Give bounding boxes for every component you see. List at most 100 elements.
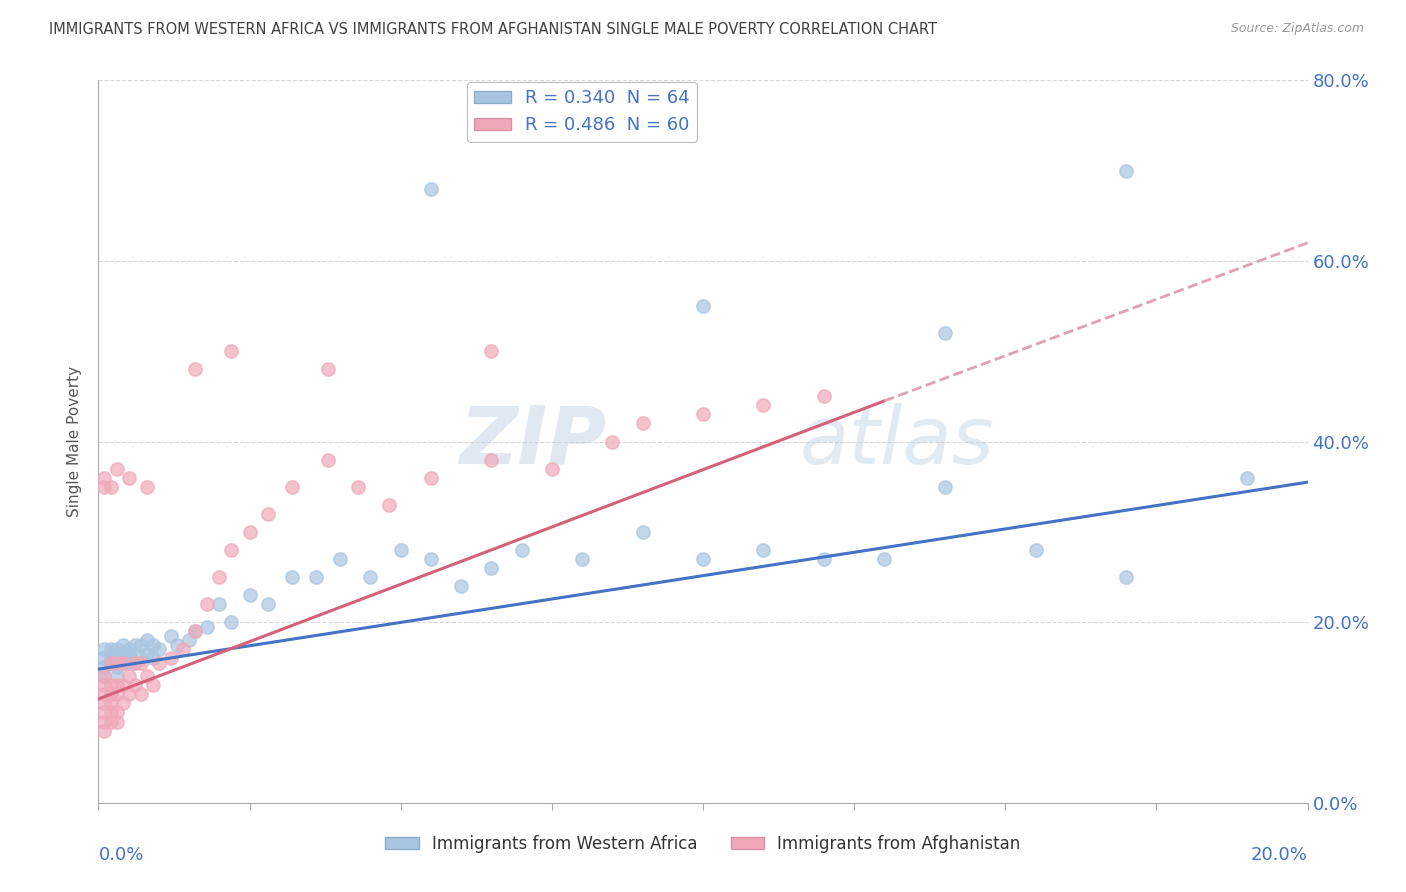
Point — [934, 480, 956, 494]
Point — [93, 669, 115, 683]
Point — [105, 714, 128, 729]
Point — [129, 651, 152, 665]
Point — [481, 561, 503, 575]
Point — [100, 687, 122, 701]
Point — [481, 452, 503, 467]
Point — [100, 656, 122, 670]
Point — [111, 697, 134, 711]
Point — [281, 480, 304, 494]
Point — [1024, 542, 1046, 557]
Point — [179, 633, 201, 648]
Point — [208, 570, 231, 584]
Point — [195, 597, 218, 611]
Point — [105, 706, 128, 720]
Point — [221, 542, 243, 557]
Point — [389, 542, 412, 557]
Point — [934, 326, 956, 340]
Point — [360, 570, 382, 584]
Point — [347, 480, 370, 494]
Point — [105, 669, 128, 683]
Point — [124, 656, 146, 670]
Point — [93, 651, 115, 665]
Point — [172, 642, 194, 657]
Point — [100, 651, 122, 665]
Point — [752, 398, 775, 412]
Point — [105, 651, 128, 665]
Point — [420, 182, 443, 196]
Point — [93, 669, 115, 683]
Point — [100, 656, 122, 670]
Point — [118, 669, 141, 683]
Point — [118, 687, 141, 701]
Point — [100, 647, 122, 661]
Text: Source: ZipAtlas.com: Source: ZipAtlas.com — [1230, 22, 1364, 36]
Point — [281, 570, 304, 584]
Point — [100, 642, 122, 657]
Point — [93, 723, 115, 738]
Point — [118, 471, 141, 485]
Point — [129, 687, 152, 701]
Point — [135, 647, 157, 661]
Point — [148, 656, 170, 670]
Point — [752, 542, 775, 557]
Point — [160, 651, 183, 665]
Point — [481, 344, 503, 359]
Point — [316, 362, 339, 376]
Point — [305, 570, 328, 584]
Point — [105, 660, 128, 674]
Point — [111, 638, 134, 652]
Point — [118, 656, 141, 670]
Point — [602, 434, 624, 449]
Point — [316, 452, 339, 467]
Point — [184, 624, 207, 639]
Text: 20.0%: 20.0% — [1251, 847, 1308, 864]
Point — [873, 552, 896, 566]
Point — [239, 524, 262, 539]
Point — [100, 714, 122, 729]
Point — [166, 638, 188, 652]
Point — [105, 642, 128, 657]
Point — [420, 552, 443, 566]
Point — [208, 597, 231, 611]
Point — [105, 687, 128, 701]
Point — [239, 588, 262, 602]
Legend: Immigrants from Western Africa, Immigrants from Afghanistan: Immigrants from Western Africa, Immigran… — [378, 828, 1028, 860]
Point — [377, 498, 399, 512]
Point — [129, 656, 152, 670]
Point — [105, 656, 128, 670]
Point — [148, 642, 170, 657]
Point — [160, 629, 183, 643]
Point — [105, 678, 128, 692]
Point — [692, 552, 714, 566]
Point — [124, 678, 146, 692]
Point — [93, 706, 115, 720]
Point — [692, 408, 714, 422]
Point — [129, 638, 152, 652]
Point — [184, 624, 207, 639]
Point — [571, 552, 593, 566]
Point — [100, 706, 122, 720]
Point — [93, 471, 115, 485]
Point — [631, 417, 654, 431]
Point — [100, 656, 122, 670]
Point — [111, 651, 134, 665]
Point — [100, 678, 122, 692]
Point — [195, 620, 218, 634]
Point — [105, 647, 128, 661]
Point — [111, 647, 134, 661]
Point — [93, 687, 115, 701]
Point — [1115, 163, 1137, 178]
Point — [105, 461, 128, 475]
Text: 0.0%: 0.0% — [98, 847, 143, 864]
Point — [93, 660, 115, 674]
Point — [631, 524, 654, 539]
Point — [100, 480, 122, 494]
Point — [93, 480, 115, 494]
Point — [420, 471, 443, 485]
Point — [93, 714, 115, 729]
Y-axis label: Single Male Poverty: Single Male Poverty — [67, 366, 83, 517]
Point — [813, 552, 835, 566]
Point — [256, 597, 278, 611]
Point — [540, 461, 562, 475]
Point — [135, 669, 157, 683]
